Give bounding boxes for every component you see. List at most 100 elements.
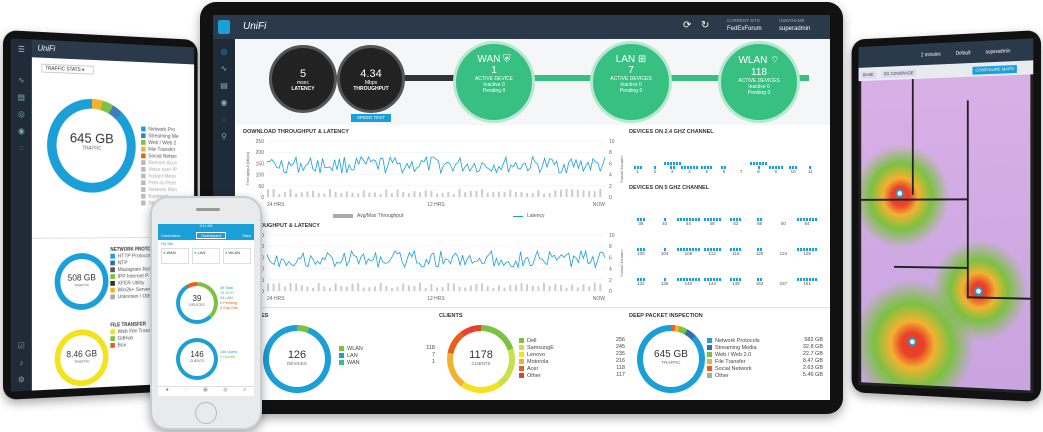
stats-icon[interactable]: ∿ [220,64,228,73]
configure-maps-button[interactable]: CONFIGURE MAPS [972,65,1017,75]
device-block [697,278,700,281]
home-button[interactable] [195,402,217,424]
legend-swatch [110,329,115,335]
throughput-bar [503,192,506,197]
row-label: Other [527,372,541,379]
menu-icon[interactable]: ≡ [243,387,247,393]
device-block [715,248,718,251]
speed-test-button[interactable]: SPEED TEST [351,114,391,122]
alerts-icon[interactable]: ☑ [17,341,25,351]
breakdown-row: Lenovo 235 [519,351,625,358]
phone-wan-card[interactable]: ● WAN [161,248,189,264]
breakdown-row: Acer 118 [519,365,625,372]
bell-icon[interactable]: ♪ [19,358,24,368]
refresh-icon[interactable]: ↻ [701,20,710,31]
throughput-bar [576,287,579,291]
channel-column: 128 [795,239,819,256]
download-chart-title: DOWNLOAD THROUGHPUT & LATENCY [243,129,349,135]
throughput-bar [452,193,455,197]
y2-axis-label: Latency [msec] [620,250,623,277]
tab-sites[interactable]: Sites [242,232,251,238]
legend-swatch [110,274,115,280]
devices-icon[interactable]: ◌ [184,387,188,393]
wlan-bubble[interactable]: WLAN ⌔ 118 ACTIVE DEVICES Inactive 0 Pen… [718,41,800,123]
device-block [679,218,682,221]
legend-label: File Transfer [148,146,176,153]
insights-icon[interactable]: ⚲ [221,132,227,141]
dashboard-icon[interactable]: ◎ [220,47,228,56]
menu-icon[interactable]: ☰ [17,44,25,54]
row-label: Social Network [715,365,752,372]
device-block [710,166,713,169]
lan-bubble[interactable]: LAN ⊞ 7 ACTIVE DEVICES Inactive 0 Pendin… [590,41,672,123]
device-block [757,248,760,251]
channel-column: 132 [629,269,653,286]
traffic-stats-dropdown[interactable]: TRAFFIC STATS ▾ [41,63,94,75]
row-value: 216 [615,358,625,364]
throughput-bar [328,188,331,197]
ap-marker-1[interactable] [895,189,904,198]
user-menu[interactable]: superadmin [779,26,811,32]
channel-label: 124 [779,251,788,256]
phone-statusbar: 9:41 AM [158,224,254,230]
throughput-bar [565,189,568,197]
throughput-gauge: 4.34 Mbps THROUGHPUT [337,45,405,113]
left-topbar: UniFi [31,39,195,65]
channel-column: 120 [748,239,772,256]
insights-icon[interactable]: ◍ [223,387,228,393]
device-block [706,278,709,281]
throughput-bar [559,189,562,197]
channel-column: 5 [698,157,715,174]
legend-swatch [141,180,146,186]
device-block [760,278,763,281]
throughput-bar [334,283,337,291]
clients-icon[interactable]: ◌ [221,115,227,124]
row-swatch [519,373,524,378]
wan-bubble[interactable]: WAN ⛨ 1 ACTIVE DEVICE Inactive 0 Pending… [453,41,535,123]
map-icon[interactable]: ▤ [17,92,25,102]
site-selector[interactable]: FedExForum [727,26,762,32]
settings-icon[interactable]: ⚙ [17,375,25,385]
map-icon[interactable]: ▤ [220,81,228,90]
device-block [639,248,642,251]
y-tick-label: 100 [256,173,265,179]
base-button[interactable]: BASE [860,70,877,80]
row-swatch [519,366,524,371]
channel-label: 48 [709,221,715,226]
throughput-bar [464,192,467,197]
dpi-title: DEEP PACKET INSPECTION [629,313,703,319]
y2-tick-label: 0 [609,289,612,295]
phone-wlan-card[interactable]: ● WLAN [223,248,251,264]
phone-stat: 15 Wi-Fi [220,291,235,295]
coverage-button[interactable]: 5G COVERAGE [881,69,917,79]
device-block [736,218,739,221]
throughput-bar [374,286,377,291]
throughput-bar [357,193,360,197]
throughput-bar [520,283,523,291]
devices-icon[interactable]: ◉ [220,98,228,107]
channel-column: 108 [676,239,701,256]
tab-controllers[interactable]: Controllers [161,232,181,238]
device-block [718,218,721,221]
row-value: 117 [616,372,625,378]
row-value: 8.47 GB [802,358,823,364]
pulse-icon[interactable]: ∿ [18,75,25,85]
channel-column: 40 [653,209,677,226]
sync-icon[interactable]: ⟳ [683,20,692,31]
devices-icon[interactable]: ◎ [17,109,25,119]
clients-icon[interactable]: ◉ [17,126,25,136]
ap-marker-2[interactable] [974,286,983,296]
breakdown-row: Web / Web 2.0 22.7 GB [707,351,823,358]
home-icon[interactable]: ● [165,387,169,393]
tab-dashboard[interactable]: Dashboard [196,231,226,239]
throughput-bar [582,284,585,291]
channel-label: 11 [808,169,813,174]
stats-icon[interactable]: ◌ [19,143,24,153]
throughput-bar [503,287,506,291]
phone-lan-card[interactable]: ● LAN [192,248,220,264]
ap-marker-3[interactable] [908,337,917,347]
throughput-bar [289,189,292,197]
row-swatch [707,359,712,364]
channel-label: 100 [637,251,645,256]
clients-icon[interactable]: ▣ [202,387,208,393]
